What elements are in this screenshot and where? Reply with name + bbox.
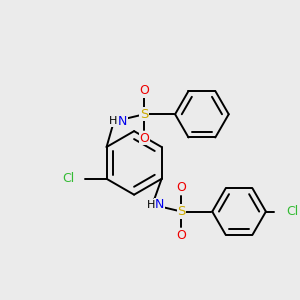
Text: Cl: Cl: [62, 172, 75, 185]
Text: H: H: [109, 116, 118, 126]
Text: S: S: [177, 205, 186, 218]
Text: O: O: [140, 132, 149, 145]
Text: H: H: [146, 200, 155, 210]
Text: S: S: [140, 108, 148, 121]
Text: N: N: [155, 198, 164, 211]
Text: O: O: [176, 229, 186, 242]
Text: O: O: [140, 84, 149, 97]
Text: Cl: Cl: [286, 205, 298, 218]
Text: O: O: [176, 181, 186, 194]
Text: N: N: [118, 115, 127, 128]
